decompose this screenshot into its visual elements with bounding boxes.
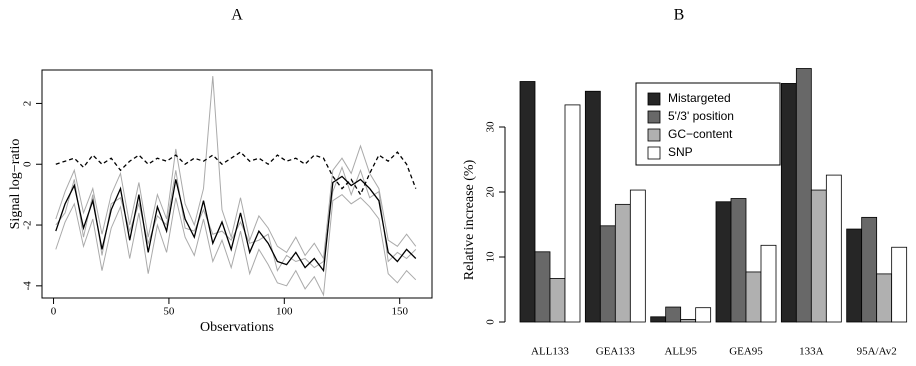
series-line <box>55 76 417 261</box>
bar <box>825 174 842 323</box>
bar <box>599 225 616 323</box>
chart-title: B <box>674 7 685 24</box>
bar <box>549 278 566 323</box>
y-tick-label: 30 <box>485 121 497 133</box>
y-axis-label: Signal log−ratio <box>8 139 23 230</box>
legend-swatch <box>647 146 661 160</box>
y-tick-label: 2 <box>22 101 34 107</box>
y-tick-label: -2 <box>22 220 34 229</box>
bar <box>534 251 551 323</box>
x-tick-label: 50 <box>163 306 175 318</box>
bar <box>680 318 697 323</box>
bar <box>810 189 827 323</box>
series-line <box>55 175 417 273</box>
y-tick-label: 0 <box>22 161 34 167</box>
x-tick-label: ALL133 <box>531 346 569 358</box>
chart-title: A <box>231 7 243 24</box>
series-line <box>55 151 417 197</box>
legend-swatch <box>647 92 661 106</box>
x-tick-label: ALL95 <box>664 346 697 358</box>
legend-swatch <box>647 128 661 142</box>
bar <box>614 203 631 323</box>
y-tick-label: -4 <box>22 281 34 291</box>
bar <box>861 216 878 323</box>
bar <box>730 198 747 323</box>
bar <box>760 244 777 323</box>
bar <box>876 273 893 323</box>
bar <box>695 307 712 323</box>
x-tick-label: GEA95 <box>729 346 763 358</box>
bar <box>564 104 581 323</box>
bar <box>780 83 797 323</box>
bar <box>745 271 762 323</box>
bar <box>650 316 667 323</box>
bar <box>665 306 682 323</box>
bar <box>891 246 908 323</box>
x-axis-label: Observations <box>200 320 274 335</box>
legend-swatch <box>647 110 661 124</box>
x-tick-label: 95A/Av2 <box>857 346 897 358</box>
y-tick-label: 0 <box>485 319 497 325</box>
x-tick-label: GEA133 <box>596 346 636 358</box>
legend-label: 5'/3' position <box>668 109 734 123</box>
y-tick-label: 10 <box>485 251 497 263</box>
bar <box>519 81 536 323</box>
plot-frame <box>41 69 433 299</box>
y-axis-label: Relative increase (%) <box>462 159 477 280</box>
series-line <box>55 193 417 297</box>
x-tick-label: 0 <box>51 306 57 318</box>
y-tick-label: 20 <box>485 186 497 198</box>
legend-label: SNP <box>668 145 693 159</box>
legend-label: GC−content <box>668 127 733 141</box>
bar <box>795 68 812 323</box>
bar <box>715 201 732 323</box>
x-tick-label: 100 <box>276 306 293 318</box>
bar <box>846 228 863 323</box>
x-tick-label: 150 <box>391 306 408 318</box>
x-tick-label: 133A <box>799 346 824 358</box>
legend-label: Mistargeted <box>668 91 731 105</box>
bar <box>584 90 601 323</box>
bar <box>629 189 646 323</box>
